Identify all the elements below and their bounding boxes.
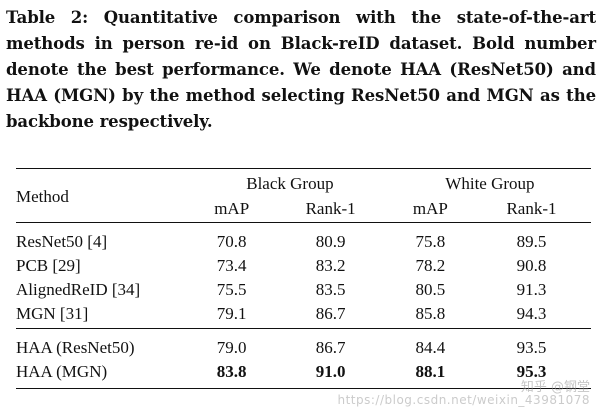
- value-cell: 93.5: [516, 338, 547, 357]
- results-table: Method Black Group White Group mAP Rank-…: [16, 168, 591, 389]
- method-cell: AlignedReID [34]: [16, 280, 141, 299]
- metric-header-row: mAP Rank-1 mAP Rank-1: [16, 196, 591, 223]
- value-cell: 89.5: [516, 232, 547, 251]
- value-cell: 75.5: [216, 280, 247, 299]
- results-table-container: Method Black Group White Group mAP Rank-…: [16, 168, 591, 389]
- white-group-header: White Group: [445, 174, 535, 193]
- table-row: HAA (ResNet50) 79.0 86.7 84.4 93.5: [16, 328, 591, 361]
- value-cell: 90.8: [516, 256, 547, 275]
- value-cell: 78.2: [415, 256, 446, 275]
- table-row: PCB [29] 73.4 83.2 78.2 90.8: [16, 254, 591, 278]
- value-cell: 79.1: [216, 304, 247, 323]
- value-cell: 83.5: [315, 280, 346, 299]
- value-cell: 73.4: [216, 256, 247, 275]
- metric-header: Rank-1: [506, 199, 557, 218]
- value-cell: 79.0: [216, 338, 247, 357]
- method-cell: HAA (MGN): [16, 362, 108, 381]
- metric-header: mAP: [214, 199, 250, 218]
- table-row: HAA (MGN) 83.8 91.0 88.1 95.3: [16, 360, 591, 389]
- metric-header: Rank-1: [305, 199, 356, 218]
- table-row: AlignedReID [34] 75.5 83.5 80.5 91.3: [16, 278, 591, 302]
- metric-header: mAP: [412, 199, 448, 218]
- table-caption: Table 2: Quantitative comparison with th…: [6, 8, 596, 131]
- value-cell: 80.5: [415, 280, 446, 299]
- method-header: Method: [16, 187, 69, 206]
- best-value-cell: 88.1: [415, 362, 446, 381]
- method-cell: HAA (ResNet50): [16, 338, 135, 357]
- value-cell: 94.3: [516, 304, 547, 323]
- value-cell: 83.2: [315, 256, 346, 275]
- best-value-cell: 83.8: [216, 362, 247, 381]
- value-cell: 70.8: [216, 232, 247, 251]
- method-cell: MGN [31]: [16, 304, 89, 323]
- csdn-watermark: https://blog.csdn.net/weixin_43981078: [337, 393, 590, 407]
- method-cell: PCB [29]: [16, 256, 81, 275]
- value-cell: 84.4: [415, 338, 446, 357]
- best-value-cell: 95.3: [516, 362, 547, 381]
- value-cell: 86.7: [315, 304, 346, 323]
- best-value-cell: 91.0: [315, 362, 346, 381]
- value-cell: 86.7: [315, 338, 346, 357]
- group-header-row: Method Black Group White Group: [16, 168, 591, 206]
- value-cell: 85.8: [415, 304, 446, 323]
- table-row: MGN [31] 79.1 86.7 85.8 94.3: [16, 302, 591, 329]
- value-cell: 75.8: [415, 232, 446, 251]
- black-group-header: Black Group: [246, 174, 334, 193]
- table-row: ResNet50 [4] 70.8 80.9 75.8 89.5: [16, 222, 591, 255]
- value-cell: 80.9: [315, 232, 346, 251]
- zhihu-watermark: 知乎 @钢堂: [520, 380, 590, 395]
- value-cell: 91.3: [516, 280, 547, 299]
- method-cell: ResNet50 [4]: [16, 232, 108, 251]
